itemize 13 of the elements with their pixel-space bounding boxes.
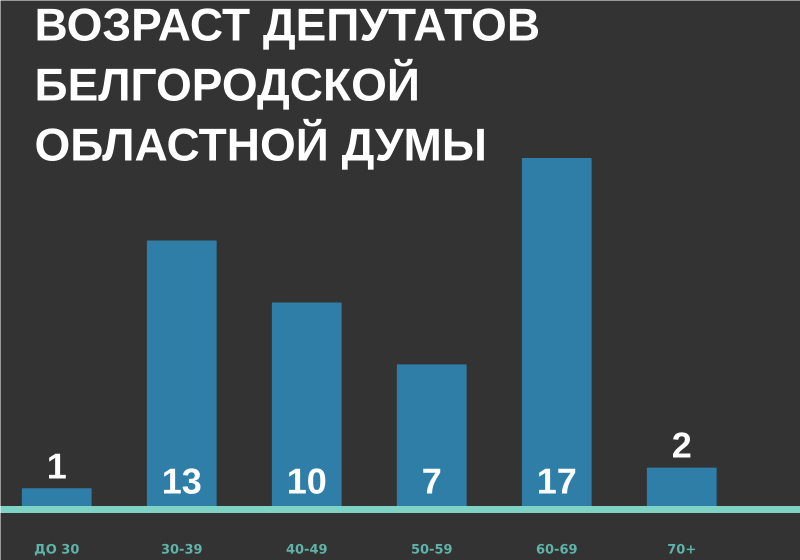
x-tick-label: 40-49 — [286, 542, 328, 558]
x-tick-label: 70+ — [667, 542, 696, 558]
chart-title: ВОЗРАСТ ДЕПУТАТОВ БЕЛГОРОДСКОЙ ОБЛАСТНОЙ ДУМЫ — [34, 0, 540, 170]
data-label: 7 — [422, 460, 442, 502]
data-label: 17 — [536, 460, 577, 502]
x-tick-label: 60-69 — [536, 542, 578, 558]
x-tick-label: 50-59 — [410, 542, 453, 558]
data-label: 1 — [46, 445, 67, 486]
data-label: 13 — [162, 460, 202, 502]
data-label: 2 — [672, 424, 692, 466]
data-label: 10 — [286, 460, 327, 502]
x-tick-label: ДО 30 — [34, 542, 80, 558]
x-tick-label: 30-39 — [160, 542, 203, 558]
